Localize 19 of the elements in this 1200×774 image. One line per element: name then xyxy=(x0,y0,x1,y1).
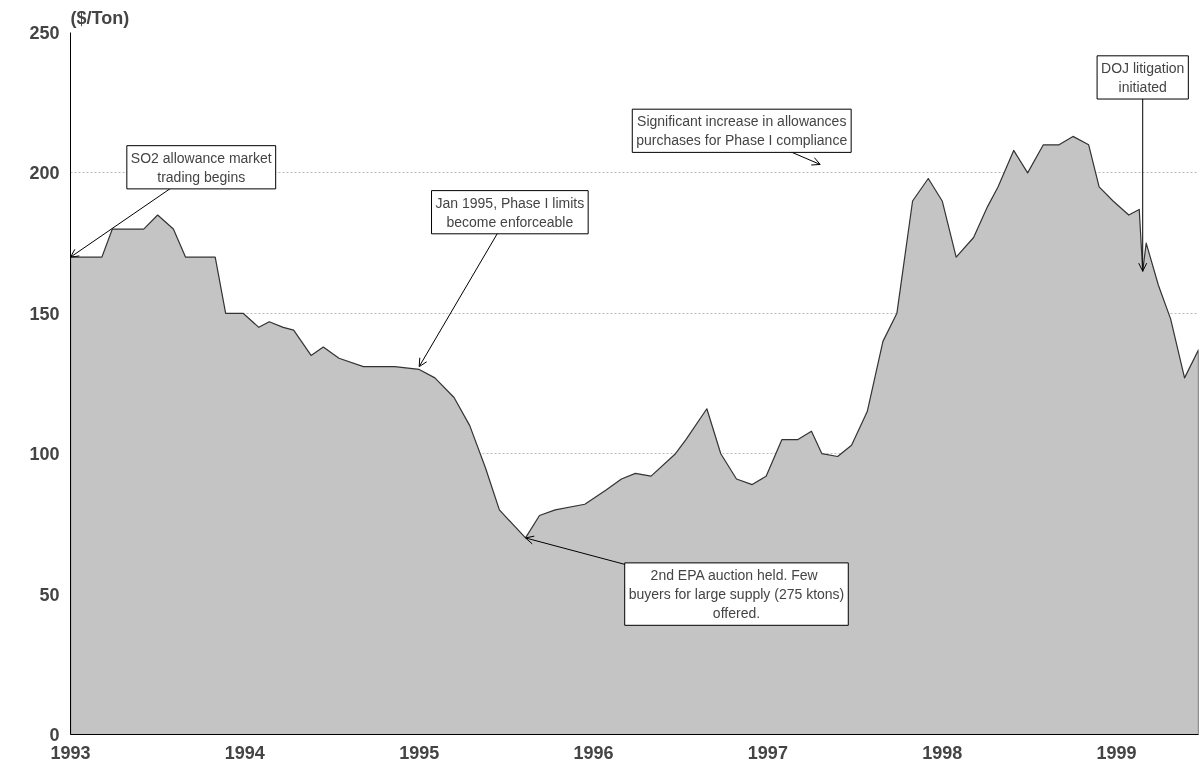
y-tick-label: 50 xyxy=(39,584,60,605)
y-tick-label: 250 xyxy=(29,23,60,43)
x-tick-label: 1999 xyxy=(1096,742,1137,763)
y-tick-label: 150 xyxy=(29,303,60,324)
annotation: Significant increase in allowances purchases for Phase I compliance xyxy=(636,113,848,149)
y-tick-label: 200 xyxy=(29,163,60,184)
y-tick-label: 0 xyxy=(49,725,60,745)
annotation: 2nd EPA auction held. Few buyers for large supply (275 ktons) offered. xyxy=(628,566,845,622)
x-tick-label: 1993 xyxy=(50,742,91,763)
annotation: DOJ litigation initiated xyxy=(1101,59,1185,96)
y-tick-label: 100 xyxy=(29,444,60,465)
x-tick-label: 1995 xyxy=(399,742,440,763)
y-axis-title: ($/Ton) xyxy=(70,7,130,28)
annotation: Jan 1995, Phase I limits become enforceable xyxy=(435,194,585,230)
x-tick-label: 1996 xyxy=(573,742,614,763)
x-tick-label: 1998 xyxy=(922,742,963,763)
x-tick-label: 1997 xyxy=(747,742,788,763)
annotation: SO2 allowance market trading begins xyxy=(130,149,272,185)
x-tick-label: 1994 xyxy=(224,742,265,763)
